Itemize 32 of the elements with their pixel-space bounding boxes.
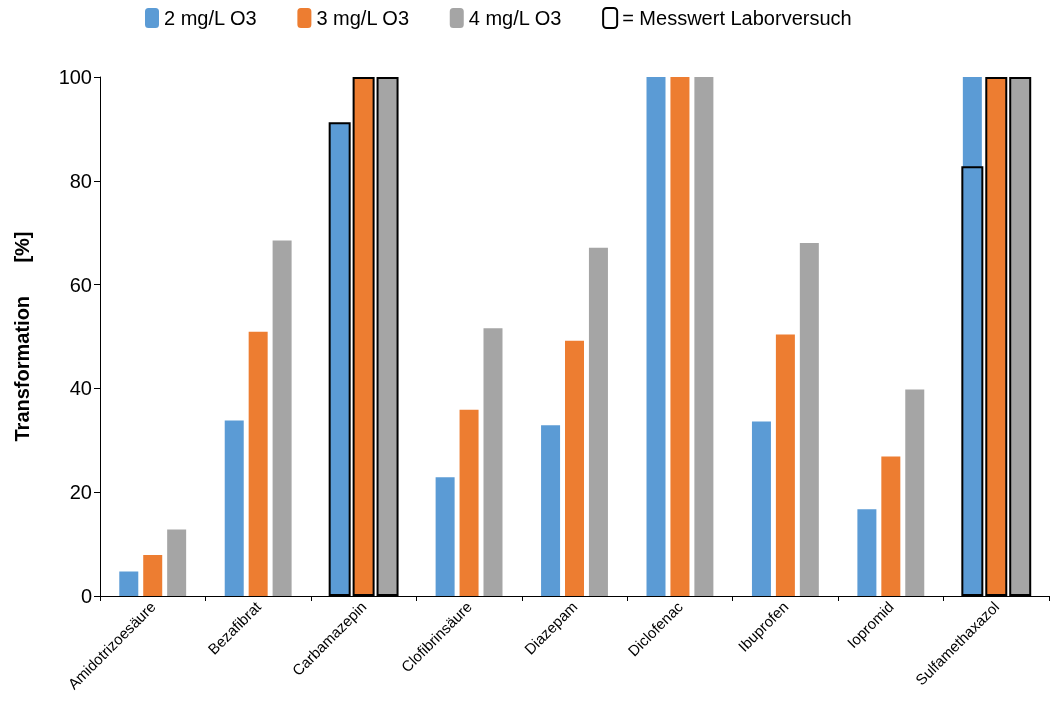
bar [881,456,901,596]
bar [119,571,139,596]
bar [224,420,244,596]
bar [646,77,666,596]
bar [541,425,561,596]
y-tick-label: 40 [69,377,92,400]
y-tick-label: 60 [69,273,92,296]
y-axis-title: Transformation [%] [11,231,33,442]
bar [565,340,584,596]
bar [670,77,690,596]
bar [588,247,608,596]
bar [905,389,925,596]
bar [167,529,187,596]
bar [459,409,479,596]
y-tick-label: 100 [58,66,92,88]
legend-label: 3 mg/L O3 [316,7,410,29]
bar [143,555,163,596]
y-tick-label: 0 [80,585,92,607]
bar [857,509,877,596]
bar [799,243,819,596]
bar [248,331,268,596]
bar [435,477,455,596]
bar [694,77,714,596]
y-tick-label: 80 [69,169,92,192]
bar [751,421,771,596]
y-tick-label: 20 [69,481,92,504]
bar [272,240,292,596]
bar [483,328,503,596]
legend-label: = Messwert Laborversuch [622,7,852,29]
bar [775,334,795,596]
legend-label: 4 mg/L O3 [468,7,562,29]
legend-label: 2 mg/L O3 [164,7,257,29]
